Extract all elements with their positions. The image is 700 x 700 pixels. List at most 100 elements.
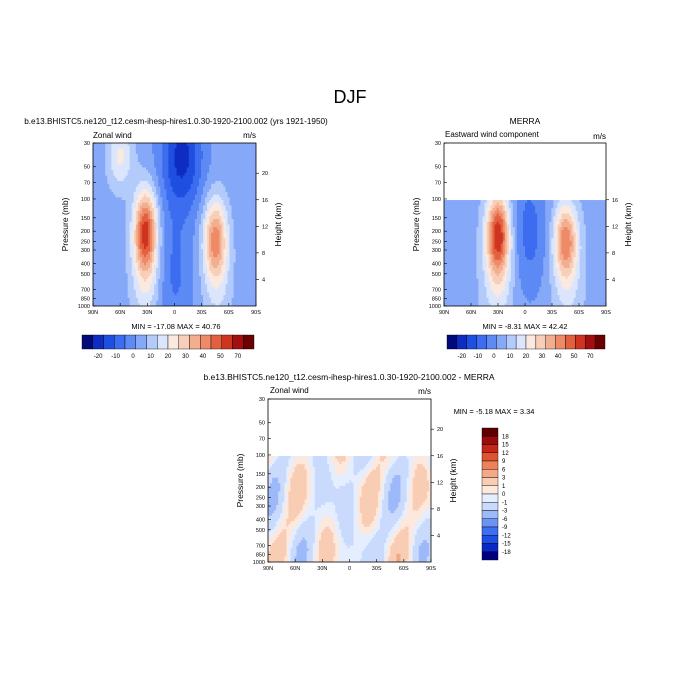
contour-cell [217, 278, 220, 283]
contour-cell [117, 205, 121, 209]
contour-cell [205, 148, 208, 152]
contour-cell [482, 202, 486, 207]
contour-cell [152, 246, 155, 250]
contour-cell [170, 153, 174, 158]
contour-cell [178, 273, 182, 277]
contour-cell [105, 172, 108, 177]
contour-cell [227, 156, 231, 160]
contour-cell [172, 156, 176, 160]
contour-cell [194, 194, 198, 198]
contour-cell [188, 238, 192, 242]
contour-cell [247, 281, 251, 285]
contour-cell [217, 213, 220, 217]
contour-cell [180, 303, 184, 306]
contour-cell [251, 297, 255, 302]
contour-cell [235, 197, 239, 201]
contour-cell [170, 156, 174, 160]
contour-cell [95, 213, 98, 217]
contour-cell [95, 164, 98, 169]
contour-cell [178, 191, 182, 196]
contour-cell [245, 167, 249, 171]
contour-cell [249, 295, 253, 299]
contour-cell [143, 197, 147, 201]
contour-cell [196, 270, 200, 274]
contour-cell [170, 254, 174, 258]
contour-cell [150, 186, 153, 190]
contour-cell [129, 189, 133, 193]
contour-cell [107, 172, 110, 177]
contour-cell [563, 200, 567, 204]
contour-cell [143, 189, 147, 193]
contour-cell [184, 262, 188, 266]
contour-cell [192, 156, 196, 160]
contour-cell [237, 251, 241, 255]
contour-cell [488, 202, 492, 207]
contour-cell [211, 303, 214, 306]
contour-cell [237, 273, 241, 277]
contour-cell [162, 221, 165, 226]
contour-cell [152, 143, 155, 147]
contour-cell [192, 170, 196, 174]
contour-cell [198, 273, 202, 277]
contour-cell [235, 238, 239, 242]
contour-cell [101, 143, 104, 147]
contour-cell [215, 164, 218, 169]
contour-cell [229, 153, 233, 158]
contour-cell [188, 286, 192, 291]
contour-cell [219, 189, 222, 193]
contour-cell [168, 164, 172, 169]
contour-cell [186, 208, 190, 212]
contour-cell [123, 278, 127, 283]
contour-cell [188, 145, 192, 150]
contour-cell [109, 205, 112, 209]
contour-cell [97, 224, 100, 228]
contour-cell [103, 205, 106, 209]
contour-cell [186, 151, 190, 155]
contour-cell [152, 303, 155, 306]
contour-cell [99, 151, 102, 155]
contour-cell [233, 186, 237, 190]
contour-cell [225, 284, 229, 288]
contour-cell [196, 303, 200, 306]
contour-cell [93, 303, 96, 306]
contour-cell [127, 240, 131, 245]
contour-cell [225, 197, 229, 201]
contour-cell [241, 278, 245, 283]
contour-cell [243, 210, 247, 215]
contour-cell [115, 243, 119, 247]
contour-cell [166, 300, 169, 304]
contour-cell [194, 200, 198, 204]
contour-cell [135, 151, 139, 155]
contour-cell [251, 205, 255, 209]
contour-cell [200, 167, 204, 171]
contour-cell [107, 259, 110, 264]
contour-cell [245, 183, 249, 188]
contour-cell [101, 259, 104, 264]
panel-header: MERRA [510, 116, 541, 126]
contour-cell [186, 170, 190, 174]
contour-cell [115, 273, 119, 277]
contour-cell [166, 267, 169, 272]
contour-cell [148, 297, 151, 302]
contour-cell [101, 251, 104, 255]
contour-cell [111, 153, 114, 158]
contour-cell [119, 281, 123, 285]
contour-cell [109, 240, 112, 245]
contour-cell [192, 167, 196, 171]
contour-cell [150, 297, 153, 302]
contour-cell [235, 162, 239, 166]
contour-cell [170, 278, 174, 283]
contour-cell [215, 197, 218, 201]
contour-cell [160, 208, 163, 212]
contour-cell [172, 267, 176, 272]
contour-cell [205, 156, 208, 160]
contour-cell [113, 216, 117, 220]
contour-cell [111, 200, 114, 204]
contour-cell [148, 156, 151, 160]
contour-cell [217, 276, 220, 280]
contour-cell [176, 156, 180, 160]
contour-cell [164, 148, 167, 152]
contour-cell [207, 251, 210, 255]
contour-cell [205, 281, 208, 285]
contour-cell [123, 254, 127, 258]
